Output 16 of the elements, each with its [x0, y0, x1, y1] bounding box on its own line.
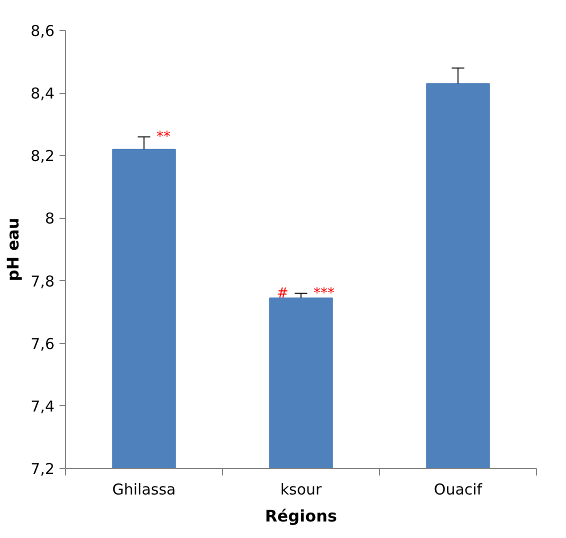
y-tick-label: 7,4: [30, 397, 55, 416]
y-tick-label: 7,2: [30, 460, 55, 478]
annotation: **: [156, 128, 171, 145]
y-axis-title: pH eau: [4, 218, 23, 282]
annotation: #: [276, 285, 288, 302]
x-axis-title: Régions: [264, 506, 338, 526]
y-tick-label: 8,6: [30, 22, 55, 40]
y-tick-label: 8: [44, 210, 55, 228]
x-tick-label: ksour: [280, 480, 323, 498]
x-tick-label: Ghilassa: [112, 480, 176, 498]
y-tick-label: 7,6: [30, 334, 55, 353]
y-tick-label: 7,8: [30, 272, 55, 290]
annotation: ***: [314, 285, 335, 302]
y-tick-label: 8,2: [30, 147, 55, 166]
y-tick-label: 8,4: [30, 84, 55, 103]
x-tick-label: Ouacif: [434, 480, 483, 498]
